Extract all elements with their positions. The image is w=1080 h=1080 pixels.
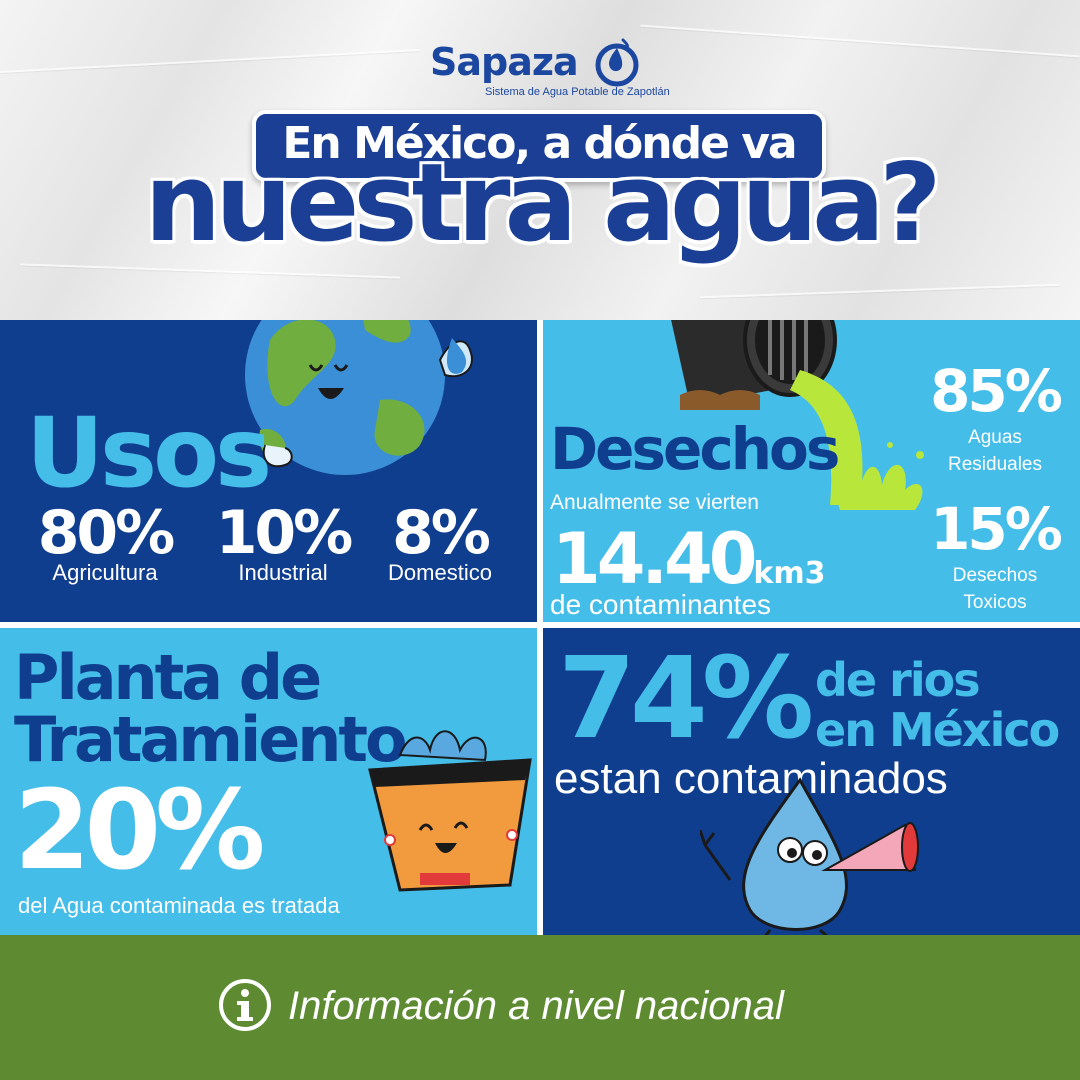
desechos-intro: Anualmente se vierten	[550, 491, 759, 514]
desechos-caption: de contaminantes	[550, 589, 772, 620]
logo-subtitle: Sistema de Agua Potable de Zapotlán	[485, 86, 670, 98]
usos-stat-label: Agricultura	[52, 560, 158, 585]
desechos-breakdown-label: Desechos	[952, 565, 1038, 586]
earth-character-icon	[245, 320, 473, 475]
rios-label-line1: de rios	[815, 653, 981, 707]
desechos-breakdown-value: 85%	[930, 357, 1063, 425]
usos-heading: Usos	[26, 397, 272, 509]
planta-caption: del Agua contaminada es tratada	[18, 893, 340, 918]
desechos-unit: km3	[753, 556, 826, 591]
desechos-amount: 14.40	[552, 518, 757, 600]
info-icon	[219, 979, 271, 1031]
sapaza-logo: Sapaza Sistema de Agua Potable de Zapotl…	[430, 38, 670, 108]
desechos-panel: Desechos Anualmente se vierten 14.40km3 …	[540, 320, 1080, 625]
title-line1: En México, a dónde va	[282, 118, 797, 169]
usos-stat-value: 80%	[37, 498, 176, 568]
treatment-bucket-icon	[368, 730, 532, 892]
usos-stat-value: 8%	[392, 498, 491, 568]
title-line2: nuestra agua?	[144, 141, 941, 266]
water-drop-logo-icon	[595, 38, 639, 87]
footer-text: Información a nivel nacional	[288, 984, 784, 1028]
planta-heading-line1: Planta de	[14, 641, 322, 714]
planta-panel: Planta de Tratamiento 20% del Agua conta…	[0, 625, 540, 935]
rios-caption: estan contaminados	[554, 754, 948, 803]
usos-stat-label: Domestico	[388, 560, 492, 585]
rios-label-line2: en México	[815, 703, 1060, 757]
title-pill: En México, a dónde va	[252, 110, 826, 182]
rios-panel: 74% de rios en México estan contaminados	[540, 625, 1080, 935]
horizontal-divider	[0, 622, 1080, 628]
planta-heading-line2: Tratamiento	[14, 703, 408, 776]
toxic-splash-icon	[837, 442, 924, 510]
desechos-breakdown-label: Residuales	[948, 454, 1042, 475]
desechos-breakdown-value: 15%	[930, 495, 1063, 563]
desechos-amount-group: 14.40km3	[552, 518, 826, 600]
desechos-heading: Desechos	[550, 415, 840, 483]
usos-stat-label: Industrial	[238, 560, 328, 585]
water-drop-character-icon	[700, 777, 919, 935]
usos-panel: Usos 80% Agricultura 10% Industrial 8% D…	[0, 320, 540, 625]
desechos-breakdown-label: Aguas	[968, 427, 1022, 448]
pipe-icon	[671, 320, 863, 505]
planta-value: 20%	[14, 766, 265, 894]
desechos-breakdown-label: Toxicos	[963, 592, 1027, 613]
logo-name: Sapaza	[430, 40, 579, 84]
earth-hand-icon	[262, 444, 293, 468]
footer-bar	[0, 935, 1080, 1080]
rios-value: 74%	[558, 634, 814, 764]
usos-stat-value: 10%	[215, 498, 354, 568]
